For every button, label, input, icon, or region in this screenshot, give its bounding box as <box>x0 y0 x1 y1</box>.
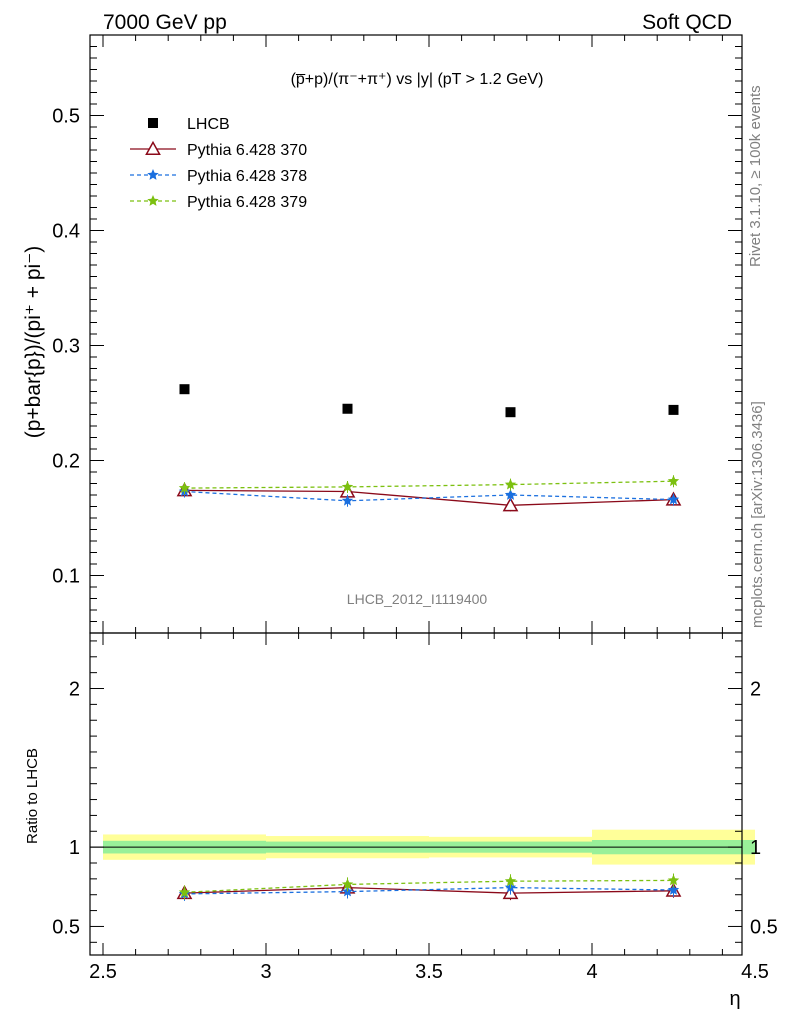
ratio-y-axis-label: Ratio to LHCB <box>24 748 41 844</box>
main-y-axis-label: (p+bar{p})/(pi⁺ + pi⁻) <box>22 246 45 439</box>
ratio-uncertainty-bands <box>90 829 755 865</box>
y-tick-label: 0.3 <box>52 336 80 358</box>
y-tick-label: 0.4 <box>52 221 80 243</box>
marker-square <box>668 404 679 415</box>
ratio-y-tick-label-right: 0.5 <box>750 916 778 938</box>
ratio-y-tick-label-right: 2 <box>750 679 761 701</box>
marker-triangle <box>145 140 161 156</box>
ratio-line <box>184 879 674 893</box>
marker-star <box>667 884 680 895</box>
x-tick-label: 4 <box>586 961 597 983</box>
ratio-series-0 <box>176 879 682 901</box>
x-axis-label: η <box>729 988 740 1010</box>
marker-star <box>504 478 517 490</box>
ratio-panel-series <box>176 873 682 901</box>
legend-label: Pythia 6.428 370 <box>187 142 307 159</box>
marker-star <box>147 169 159 180</box>
marker-star <box>178 482 191 493</box>
x-tick-label: 3.5 <box>415 961 443 983</box>
marker-star <box>341 494 354 506</box>
marker-star <box>341 878 354 890</box>
x-tick-label: 2.5 <box>89 961 117 983</box>
ratio-line <box>184 886 674 895</box>
series-3 <box>178 475 680 495</box>
marker-square <box>505 407 516 418</box>
ratio-y-tick-label: 0.5 <box>52 916 80 938</box>
legend-label: Pythia 6.428 379 <box>187 194 307 211</box>
series-2 <box>178 485 680 507</box>
marker-star <box>504 875 517 887</box>
series-line <box>184 480 674 489</box>
legend-label: LHCB <box>187 116 230 133</box>
marker-star <box>147 195 159 206</box>
marker-star <box>178 886 191 898</box>
ratio-y-tick-label: 1 <box>69 837 80 859</box>
marker-square <box>342 403 353 414</box>
series-line <box>184 490 674 502</box>
series-0 <box>179 384 679 418</box>
marker-star <box>667 874 680 886</box>
legend: LHCB Pythia 6.428 370 Pythia 6.428 378 Pyth… <box>130 116 307 211</box>
y-tick-label: 0.2 <box>52 451 80 473</box>
ratio-series-2 <box>178 873 680 900</box>
x-tick-label: 3 <box>260 961 271 983</box>
marker-star <box>667 475 680 487</box>
mcplots-label: mcplots.cern.ch [arXiv:1306.3436] <box>749 401 766 628</box>
chart-title: (p̅+p)/(π⁻+π⁺) vs |y| (pT > 1.2 GeV) <box>291 71 544 88</box>
marker-star <box>667 493 680 505</box>
main-panel-series <box>176 384 682 512</box>
ratio-frame <box>89 632 743 956</box>
marker-triangle <box>502 497 519 512</box>
ratio-y-tick-label: 2 <box>69 679 80 701</box>
rivet-label: Rivet 3.1.10, ≥ 100k events <box>747 85 764 267</box>
marker-square <box>148 118 158 128</box>
series-line <box>184 489 674 506</box>
axes: 2.5 3 3.5 4 4.5 0.1 0.2 0.3 0.4 0.5 0.5 0.5 1 1 2 2 <box>52 34 778 983</box>
legend-label: Pythia 6.428 378 <box>187 168 307 185</box>
x-tick-label: 4.5 <box>741 961 769 983</box>
energy-label: 7000 GeV pp <box>103 11 227 34</box>
y-tick-label: 0.1 <box>52 566 80 588</box>
ratio-line <box>184 886 674 894</box>
category-label: Soft QCD <box>642 11 732 34</box>
y-tick-label: 0.5 <box>52 106 80 128</box>
ratio-y-tick-label-right: 1 <box>750 837 761 859</box>
marker-square <box>179 384 190 395</box>
marker-star <box>504 489 517 500</box>
analysis-label: LHCB_2012_I1119400 <box>347 591 488 607</box>
marker-star <box>341 480 354 492</box>
